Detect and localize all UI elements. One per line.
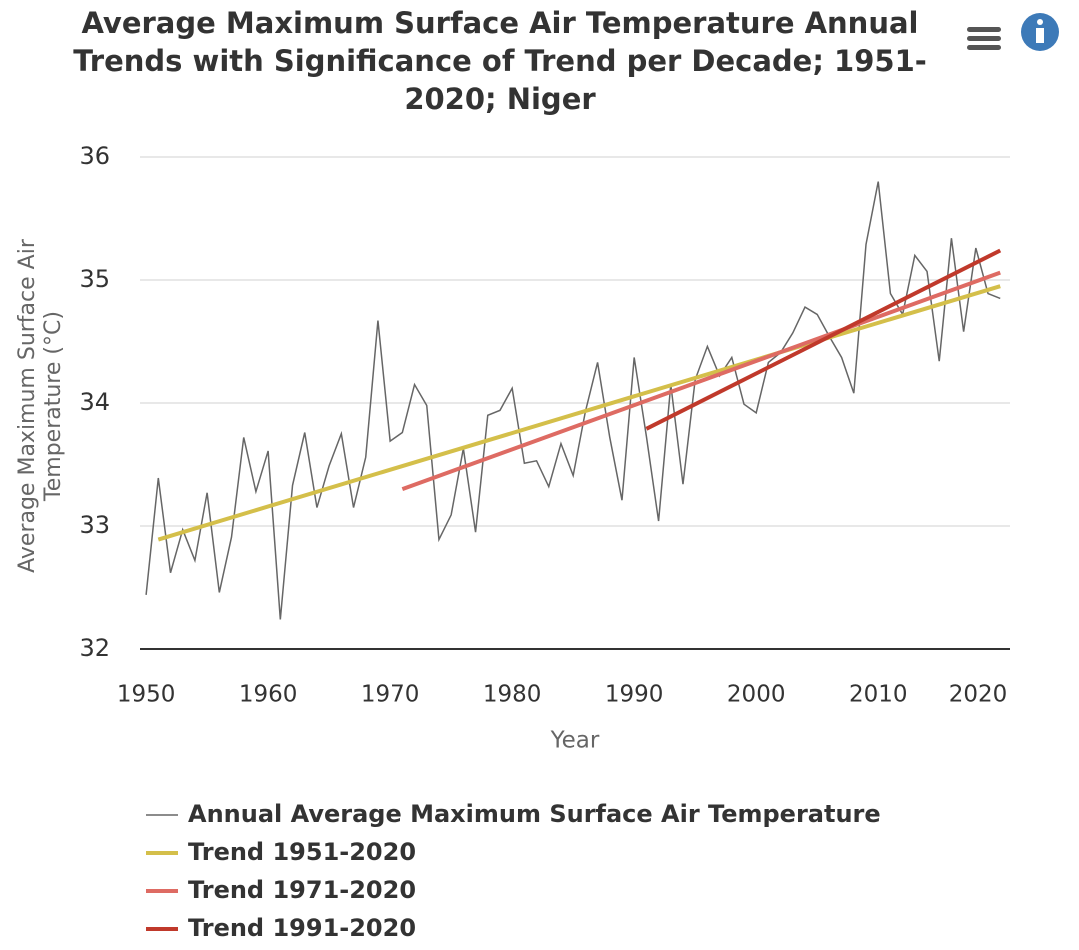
legend-label: Trend 1971-2020 xyxy=(188,876,416,904)
y-tick-label: 35 xyxy=(79,265,110,293)
x-tick-label: 1950 xyxy=(117,682,176,708)
legend-label: Trend 1991-2020 xyxy=(188,914,416,942)
x-tick-label: 1970 xyxy=(361,682,420,708)
x-tick-label: 1980 xyxy=(483,682,542,708)
info-stem xyxy=(1036,28,1044,43)
y-axis-title: Average Maximum Surface Air Temperature … xyxy=(15,239,66,573)
y-tick-label: 32 xyxy=(79,634,110,662)
x-tick-label: 1990 xyxy=(605,682,664,708)
series-line xyxy=(645,248,1002,431)
legend-label: Trend 1951-2020 xyxy=(188,838,416,866)
x-tick-label: 2010 xyxy=(849,682,908,708)
x-tick-label: 1960 xyxy=(239,682,298,708)
menu-bar xyxy=(967,36,1001,41)
menu-bar xyxy=(967,45,1001,50)
legend-label: Annual Average Maximum Surface Air Tempe… xyxy=(188,800,881,828)
info-button[interactable] xyxy=(1021,13,1059,51)
y-tick-label: 34 xyxy=(79,388,110,416)
series-line xyxy=(401,270,1001,491)
y-tick-label: 33 xyxy=(79,511,110,539)
series-line xyxy=(145,181,1001,620)
x-tick-label: 2020 xyxy=(949,682,1008,708)
menu-bar xyxy=(967,27,1001,32)
menu-button[interactable] xyxy=(967,27,1001,50)
x-tick-label: 2000 xyxy=(727,682,786,708)
y-tick-label: 36 xyxy=(79,142,110,170)
x-axis-title: Year xyxy=(550,728,600,754)
chart-title: Average Maximum Surface Air Temperature … xyxy=(73,6,927,116)
series-line xyxy=(157,284,1001,542)
info-dot xyxy=(1037,19,1043,25)
